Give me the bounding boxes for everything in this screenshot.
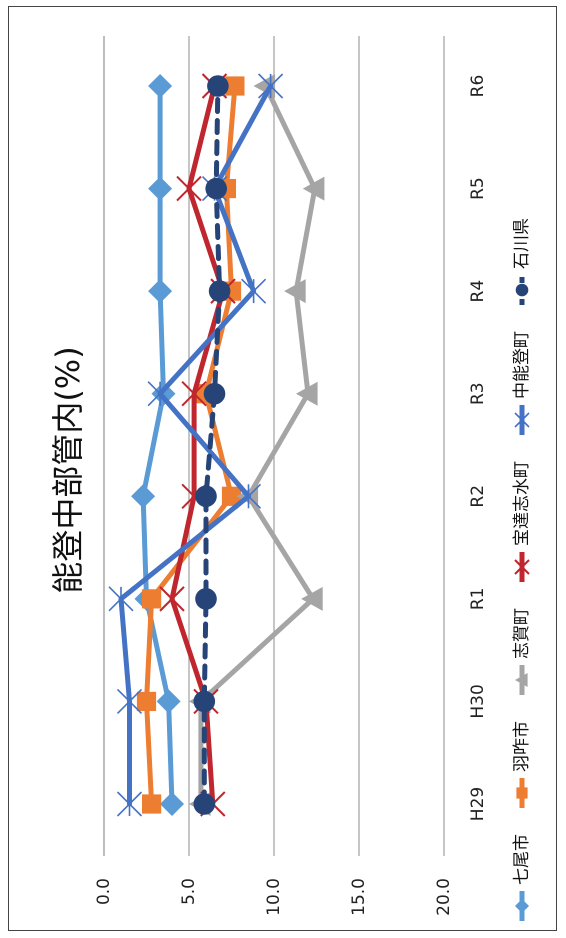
series-line — [118, 83, 274, 807]
legend-marker — [515, 283, 529, 297]
data-point — [193, 793, 216, 815]
legend-label: 羽咋市 — [512, 721, 532, 772]
value-tick-label: 15.0 — [349, 878, 369, 916]
series-line — [140, 83, 175, 807]
data-point — [116, 688, 143, 714]
category-tick-label: R4 — [468, 280, 488, 303]
series-七尾市 — [131, 74, 184, 816]
data-point — [142, 589, 162, 609]
legend: 七尾市 羽咋市 志賀町 宝達志水町 中能登町 石川県 — [512, 218, 532, 921]
legend-marker — [516, 787, 528, 799]
legend-item: 志賀町 — [512, 608, 532, 695]
legend-item: 宝達志水町 — [512, 461, 532, 582]
legend-item: 七尾市 — [512, 834, 532, 921]
data-point — [208, 280, 231, 302]
legend-marker — [515, 899, 529, 913]
data-point — [159, 586, 185, 612]
data-point — [193, 690, 216, 713]
tick-label-layer: 0.0 5.0 10.0 15.0 20.0 H29 H30 R1 R2 R3 R4 R5 R6 — [94, 75, 488, 916]
chart-title: 能登中部管内(%) — [49, 346, 87, 593]
data-point — [221, 486, 242, 506]
data-point — [203, 382, 226, 405]
category-tick-label: R1 — [468, 588, 488, 611]
category-tick-label: R2 — [468, 485, 488, 508]
chart-frame — [8, 6, 557, 931]
category-tick-label: H30 — [468, 684, 488, 718]
data-point — [116, 791, 143, 817]
data-point — [108, 586, 134, 612]
legend-item: 石川県 — [512, 218, 532, 305]
data-point — [148, 279, 173, 304]
legend-label: 七尾市 — [512, 834, 532, 885]
data-point — [148, 74, 173, 98]
data-point — [136, 691, 157, 712]
series-羽咋市 — [136, 76, 245, 814]
legend-marker — [514, 559, 530, 575]
category-tick-label: R5 — [468, 177, 488, 200]
value-tick-label: 10.0 — [264, 878, 284, 916]
legend-marker — [515, 673, 528, 687]
legend-label: 志賀町 — [512, 608, 532, 659]
value-tick-label: 0.0 — [94, 878, 114, 905]
category-tick-label: R3 — [468, 382, 488, 405]
category-tick-label: R6 — [468, 75, 488, 98]
data-point — [131, 484, 156, 509]
data-point — [156, 689, 181, 714]
data-point — [207, 75, 229, 97]
legend-item: 中能登町 — [512, 331, 532, 435]
legend-marker — [514, 412, 530, 428]
series-line — [198, 83, 318, 807]
data-point — [195, 588, 217, 610]
series-line — [144, 83, 238, 807]
data-point — [258, 73, 284, 99]
data-point — [296, 381, 318, 406]
series-line — [201, 83, 223, 807]
series-中能登町 — [108, 73, 284, 817]
data-point — [284, 279, 306, 304]
value-tick-label: 20.0 — [434, 878, 454, 916]
legend-label: 石川県 — [512, 218, 532, 269]
series-石川県 — [193, 75, 231, 815]
value-tick-label: 5.0 — [179, 878, 199, 905]
data-point — [225, 76, 245, 96]
category-tick-label: H29 — [468, 787, 488, 821]
data-point — [142, 794, 162, 814]
data-point — [148, 176, 173, 201]
data-point — [235, 483, 262, 509]
legend-item: 羽咋市 — [512, 721, 532, 808]
data-point — [302, 176, 325, 201]
data-point — [160, 792, 184, 816]
data-point — [301, 586, 323, 611]
data-point — [181, 381, 207, 407]
data-point — [176, 175, 202, 202]
series-line — [169, 83, 226, 807]
data-point — [147, 381, 173, 407]
series-layer — [108, 73, 325, 817]
legend-label: 中能登町 — [512, 331, 532, 399]
legend-label: 宝達志水町 — [512, 461, 532, 546]
data-point — [205, 177, 227, 200]
data-point — [241, 278, 267, 304]
data-point — [195, 485, 217, 508]
data-point — [151, 381, 176, 406]
grid-layer — [103, 36, 445, 856]
